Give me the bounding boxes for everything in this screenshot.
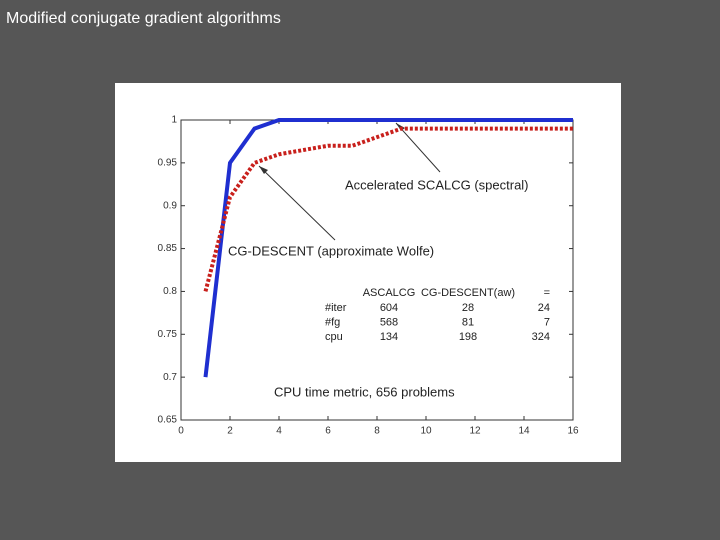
series-line: [203, 118, 573, 378]
chart-panel: [115, 83, 621, 462]
table-cell: cpu: [325, 331, 343, 343]
table-cell: 134: [380, 331, 398, 343]
table-cell: #fg: [325, 316, 340, 328]
x-tick-label: 0: [178, 426, 184, 437]
y-tick-label: 1: [171, 115, 177, 126]
chart-annotation: CPU time metric, 656 problems: [274, 384, 455, 399]
stats-table: ASCALCG CG-DESCENT(aw) = #iter 604 28 24 #fg 568…: [325, 287, 550, 343]
table-cell: 604: [380, 302, 398, 314]
x-tick-label: 4: [276, 426, 282, 437]
x-tick-label: 6: [325, 426, 331, 437]
table-cell: 7: [544, 316, 550, 328]
arrow-head: [259, 166, 268, 174]
table-cell: 198: [459, 331, 477, 343]
table-header: ASCALCG: [363, 287, 416, 299]
y-tick-label: 0.65: [158, 415, 178, 426]
y-tick-label: 0.95: [158, 157, 178, 168]
table-cell: 28: [462, 302, 474, 314]
table-cell: 81: [462, 316, 474, 328]
arrow: [395, 122, 441, 173]
x-tick-label: 10: [420, 426, 432, 437]
slide-title: Modified conjugate gradient algorithms: [6, 10, 281, 27]
y-tick-label: 0.9: [163, 200, 177, 211]
table-cell: 568: [380, 316, 398, 328]
y-tick-label: 0.8: [163, 286, 177, 297]
series-line: [203, 126, 573, 292]
table-header: CG-DESCENT(aw): [421, 287, 515, 299]
y-tick-label: 0.7: [163, 372, 177, 383]
table-header: =: [544, 287, 550, 299]
x-tick-label: 12: [469, 426, 481, 437]
y-tick-label: 0.85: [158, 243, 178, 254]
x-tick-label: 2: [227, 426, 233, 437]
x-tick-label: 14: [518, 426, 530, 437]
x-tick-label: 16: [567, 426, 579, 437]
series-annotation: CG-DESCENT (approximate Wolfe): [228, 243, 434, 258]
table-cell: 24: [538, 302, 550, 314]
table-cell: #iter: [325, 302, 347, 314]
x-tick-label: 8: [374, 426, 380, 437]
y-tick-label: 0.75: [158, 329, 178, 340]
series-annotation: Accelerated SCALCG (spectral): [345, 177, 529, 192]
table-cell: 324: [532, 331, 550, 343]
arrow: [258, 165, 336, 241]
